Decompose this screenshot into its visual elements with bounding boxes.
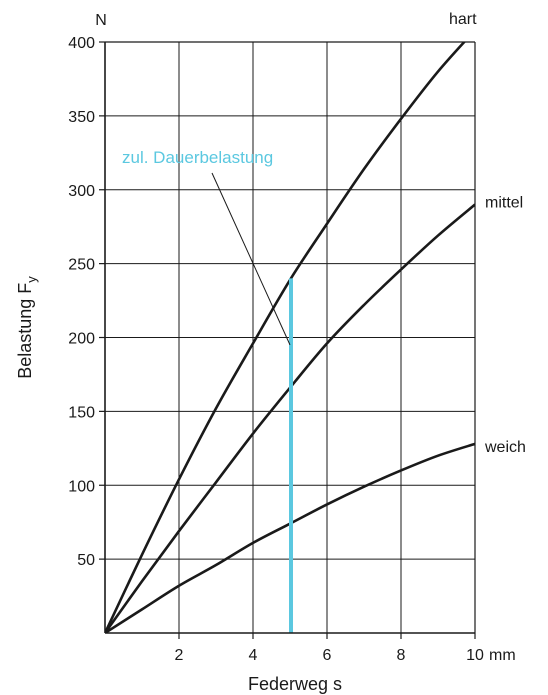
series-label-hart: hart <box>449 11 477 28</box>
axes <box>99 41 476 639</box>
y-tick-label: 300 <box>68 183 95 200</box>
y-tick-label: 150 <box>68 404 95 421</box>
y-tick-label: 100 <box>68 478 95 495</box>
y-unit-label: N <box>95 12 107 29</box>
annotation-group <box>211 172 293 633</box>
x-tick-label: 6 <box>323 647 332 664</box>
series-label-mittel: mittel <box>485 195 523 212</box>
x-axis-title: Federweg s <box>248 674 342 694</box>
x-tick-label: 4 <box>249 647 258 664</box>
y-tick-label: 400 <box>68 35 95 52</box>
y-tick-label: 250 <box>68 257 95 274</box>
labels-group: 50 100 150 200 250 300 350 400 2 4 6 8 10 mm N Federweg… <box>15 11 526 694</box>
x-tick-label: 2 <box>175 647 184 664</box>
y-tick-label: 350 <box>68 109 95 126</box>
annotation-leader-line <box>211 172 291 346</box>
series-line-hart <box>105 42 466 633</box>
x-tick-label: 8 <box>397 647 406 664</box>
x-unit-label: mm <box>489 647 516 664</box>
y-tick-label: 200 <box>68 331 95 348</box>
annotation-label: zul. Dauerbelastung <box>122 148 273 167</box>
series-label-weich: weich <box>484 439 526 456</box>
y-axis-title: Belastung Fy <box>15 276 39 379</box>
y-tick-label: 50 <box>77 552 95 569</box>
x-tick-label: 10 <box>466 647 484 664</box>
